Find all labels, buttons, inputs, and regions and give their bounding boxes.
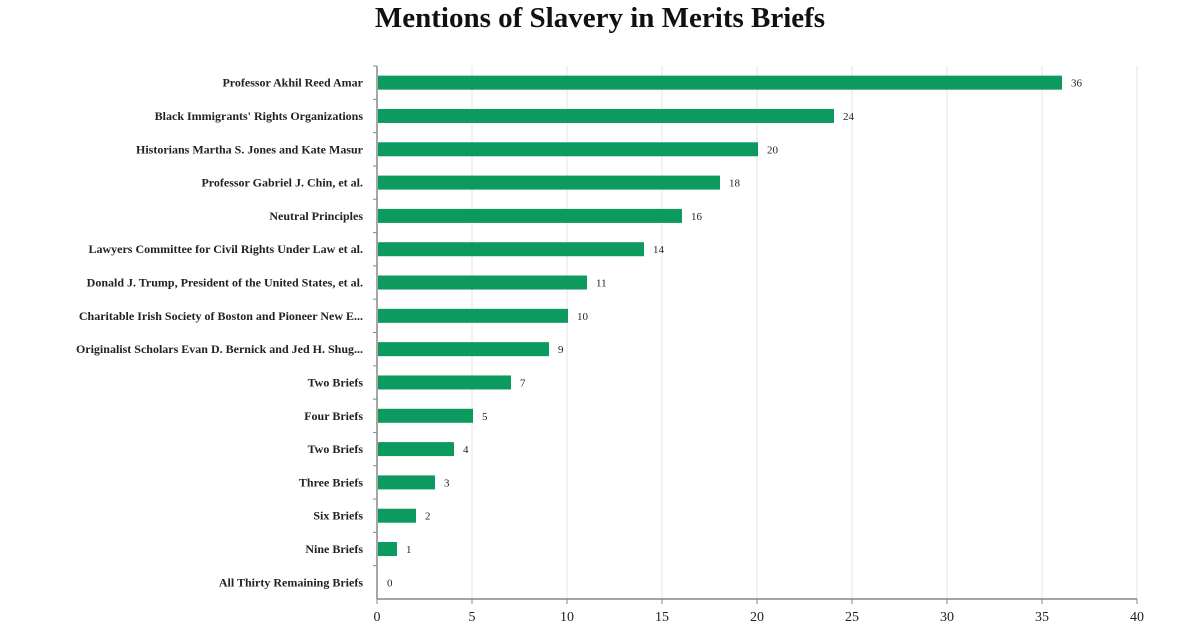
x-tick-label: 35 xyxy=(1035,610,1049,625)
bar xyxy=(378,275,587,290)
bar xyxy=(378,142,758,157)
category-label: Two Briefs xyxy=(308,442,364,456)
x-tick-label: 40 xyxy=(1130,610,1144,625)
bar xyxy=(378,508,416,523)
category-label: Originalist Scholars Evan D. Bernick and… xyxy=(76,342,363,356)
category-label: Neutral Principles xyxy=(269,209,363,223)
data-label: 7 xyxy=(520,377,526,389)
x-tick-label: 15 xyxy=(655,610,669,625)
data-label: 36 xyxy=(1071,78,1083,90)
data-label: 2 xyxy=(425,511,431,523)
category-label: Donald J. Trump, President of the United… xyxy=(87,276,363,290)
bar xyxy=(378,408,473,423)
bar xyxy=(378,342,549,357)
data-label: 4 xyxy=(463,444,469,456)
data-label: 14 xyxy=(653,244,665,256)
x-tick-label: 20 xyxy=(750,610,764,625)
bar xyxy=(378,542,397,557)
category-label: Professor Gabriel J. Chin, et al. xyxy=(201,176,363,190)
category-label: Two Briefs xyxy=(308,375,364,389)
bar xyxy=(378,208,682,223)
x-tick-label: 0 xyxy=(374,610,381,625)
category-label: All Thirty Remaining Briefs xyxy=(219,575,363,589)
category-label: Charitable Irish Society of Boston and P… xyxy=(79,309,363,323)
data-label: 24 xyxy=(843,111,855,123)
bar xyxy=(378,242,644,257)
bar xyxy=(378,308,568,323)
data-label: 18 xyxy=(729,178,741,190)
category-label: Lawyers Committee for Civil Rights Under… xyxy=(88,242,363,256)
category-label: Six Briefs xyxy=(313,509,363,523)
x-tick-label: 5 xyxy=(469,610,476,625)
category-label: Professor Akhil Reed Amar xyxy=(222,76,363,90)
data-label: 10 xyxy=(577,311,589,323)
data-label: 1 xyxy=(406,544,412,556)
data-label: 11 xyxy=(596,278,607,290)
data-label: 3 xyxy=(444,477,450,489)
category-label: Three Briefs xyxy=(299,475,363,489)
bar xyxy=(378,108,834,123)
data-label: 9 xyxy=(558,344,564,356)
bar xyxy=(378,375,511,390)
bar xyxy=(378,475,435,490)
data-label: 16 xyxy=(691,211,703,223)
data-label: 20 xyxy=(767,144,779,156)
category-label: Black Immigrants' Rights Organizations xyxy=(155,109,364,123)
x-tick-label: 25 xyxy=(845,610,859,625)
category-label: Nine Briefs xyxy=(305,542,363,556)
data-label: 0 xyxy=(387,577,393,589)
data-label: 5 xyxy=(482,411,488,423)
bar xyxy=(378,442,454,457)
category-label: Four Briefs xyxy=(304,409,363,423)
bar xyxy=(378,75,1062,90)
category-label: Historians Martha S. Jones and Kate Masu… xyxy=(136,142,364,156)
chart-title: Mentions of Slavery in Merits Briefs xyxy=(374,2,826,34)
x-tick-label: 30 xyxy=(940,610,954,625)
bar xyxy=(378,175,720,190)
x-tick-label: 10 xyxy=(560,610,574,625)
